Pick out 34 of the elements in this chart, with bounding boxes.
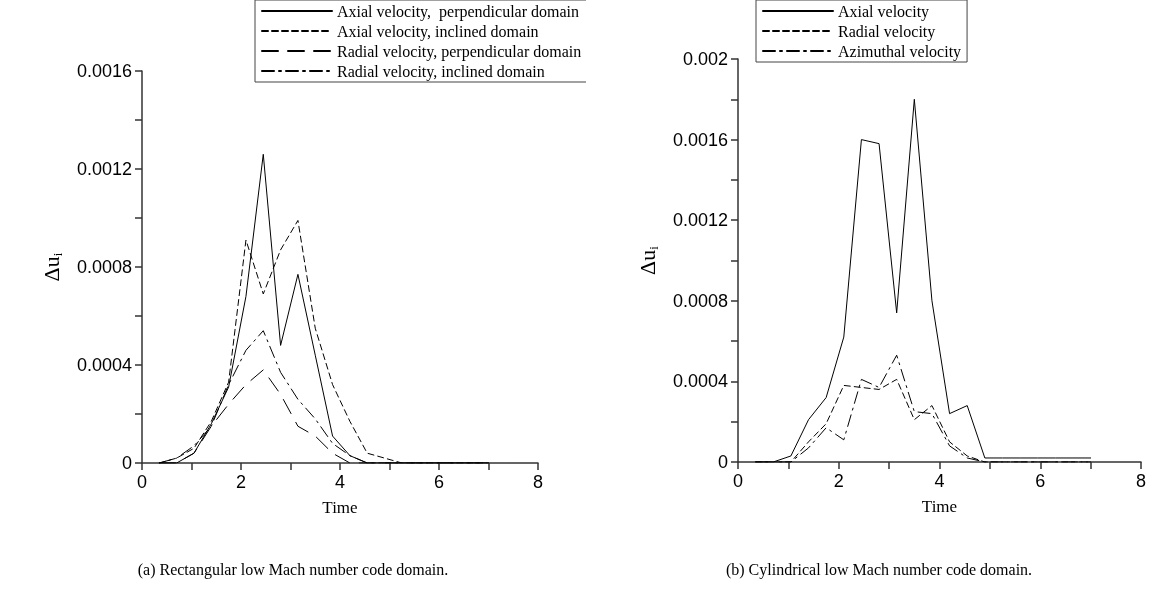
y-axis-title: Δui <box>635 245 661 275</box>
legend-label: Azimuthal velocity <box>838 42 962 61</box>
y-tick-label: 0.0016 <box>672 129 728 150</box>
y-axis-title: Δui <box>39 252 65 282</box>
y-tick-label: 0.0012 <box>672 210 728 231</box>
y-tick-label: 0 <box>717 452 728 472</box>
legend-label: Radial velocity, inclined domain <box>337 62 545 81</box>
x-tick-label: 4 <box>334 472 346 492</box>
x-axis-title: Time <box>921 497 958 516</box>
x-tick-label: 8 <box>1135 471 1147 491</box>
legend-label: Axial velocity, perpendicular domain <box>337 2 579 21</box>
y-tick-label: 0.0008 <box>76 257 132 277</box>
text: (b) Cylindrical low Mach number code domain. <box>725 560 1033 579</box>
legend-label: Radial velocity <box>838 22 936 41</box>
text: (a) Rectangular low Mach number code domain. <box>137 560 449 579</box>
legend-label: Radial velocity, perpendicular domain <box>337 42 582 61</box>
y-tick-label: 0.0012 <box>76 159 132 179</box>
x-tick-label: 0 <box>732 471 744 491</box>
x-tick-label: 2 <box>833 471 844 491</box>
legend-label: Axial velocity <box>838 2 930 21</box>
legend-label: Axial velocity, inclined domain <box>337 22 539 41</box>
x-tick-label: 6 <box>433 472 445 492</box>
y-tick-label: 0.002 <box>682 49 728 69</box>
y-tick-label: 0.0008 <box>672 290 728 311</box>
x-tick-label: 2 <box>235 472 247 492</box>
y-tick-label: 0.0004 <box>672 371 728 392</box>
x-tick-label: 6 <box>1035 471 1046 491</box>
x-axis-title: Time <box>322 498 358 517</box>
x-tick-label: 8 <box>532 472 544 492</box>
x-tick-label: 4 <box>934 471 945 491</box>
y-tick-label: 0.0004 <box>76 355 132 375</box>
y-tick-label: 0.0016 <box>76 61 132 81</box>
y-tick-label: 0 <box>121 453 132 473</box>
x-tick-label: 0 <box>136 472 148 492</box>
